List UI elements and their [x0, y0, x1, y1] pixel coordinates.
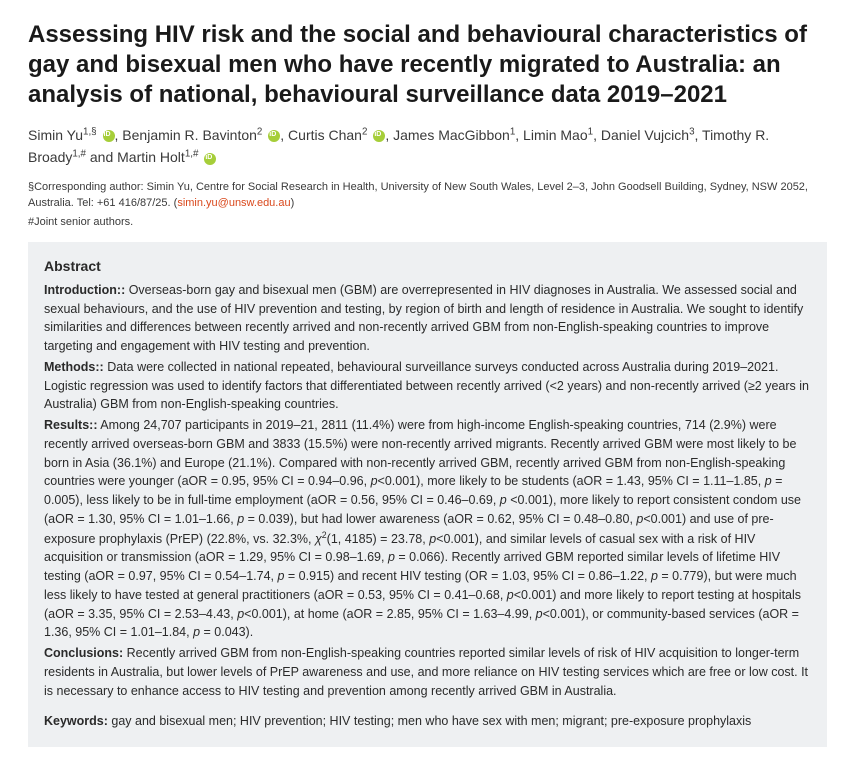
- abstract-methods: Methods:: Data were collected in nationa…: [44, 358, 811, 414]
- intro-label: Introduction::: [44, 283, 125, 297]
- article-title: Assessing HIV risk and the social and be…: [28, 20, 827, 110]
- abstract-box: Abstract Introduction:: Overseas-born ga…: [28, 242, 827, 747]
- methods-text: Data were collected in national repeated…: [44, 360, 809, 412]
- joint-authors-note: #Joint senior authors.: [28, 216, 827, 228]
- keywords: Keywords: gay and bisexual men; HIV prev…: [44, 712, 811, 731]
- keywords-label: Keywords:: [44, 714, 108, 728]
- abstract-conclusions: Conclusions: Recently arrived GBM from n…: [44, 644, 811, 700]
- abstract-heading: Abstract: [44, 256, 811, 277]
- abstract-introduction: Introduction:: Overseas-born gay and bis…: [44, 281, 811, 356]
- results-text: Among 24,707 participants in 2019–21, 28…: [44, 418, 801, 639]
- results-label: Results::: [44, 418, 97, 432]
- intro-text: Overseas-born gay and bisexual men (GBM)…: [44, 283, 803, 353]
- author-list: Simin Yu1,§ , Benjamin R. Bavinton2 , Cu…: [28, 124, 827, 169]
- corresponding-author: §Corresponding author: Simin Yu, Centre …: [28, 179, 827, 212]
- methods-label: Methods::: [44, 360, 104, 374]
- corresponding-suffix: ): [291, 197, 295, 209]
- corresponding-prefix: §Corresponding author: Simin Yu, Centre …: [28, 181, 808, 210]
- abstract-results: Results:: Among 24,707 participants in 2…: [44, 416, 811, 642]
- keywords-text: gay and bisexual men; HIV prevention; HI…: [108, 714, 751, 728]
- conclusions-text: Recently arrived GBM from non-English-sp…: [44, 646, 808, 698]
- corresponding-email-link[interactable]: simin.yu@unsw.edu.au: [177, 197, 290, 209]
- conclusions-label: Conclusions:: [44, 646, 123, 660]
